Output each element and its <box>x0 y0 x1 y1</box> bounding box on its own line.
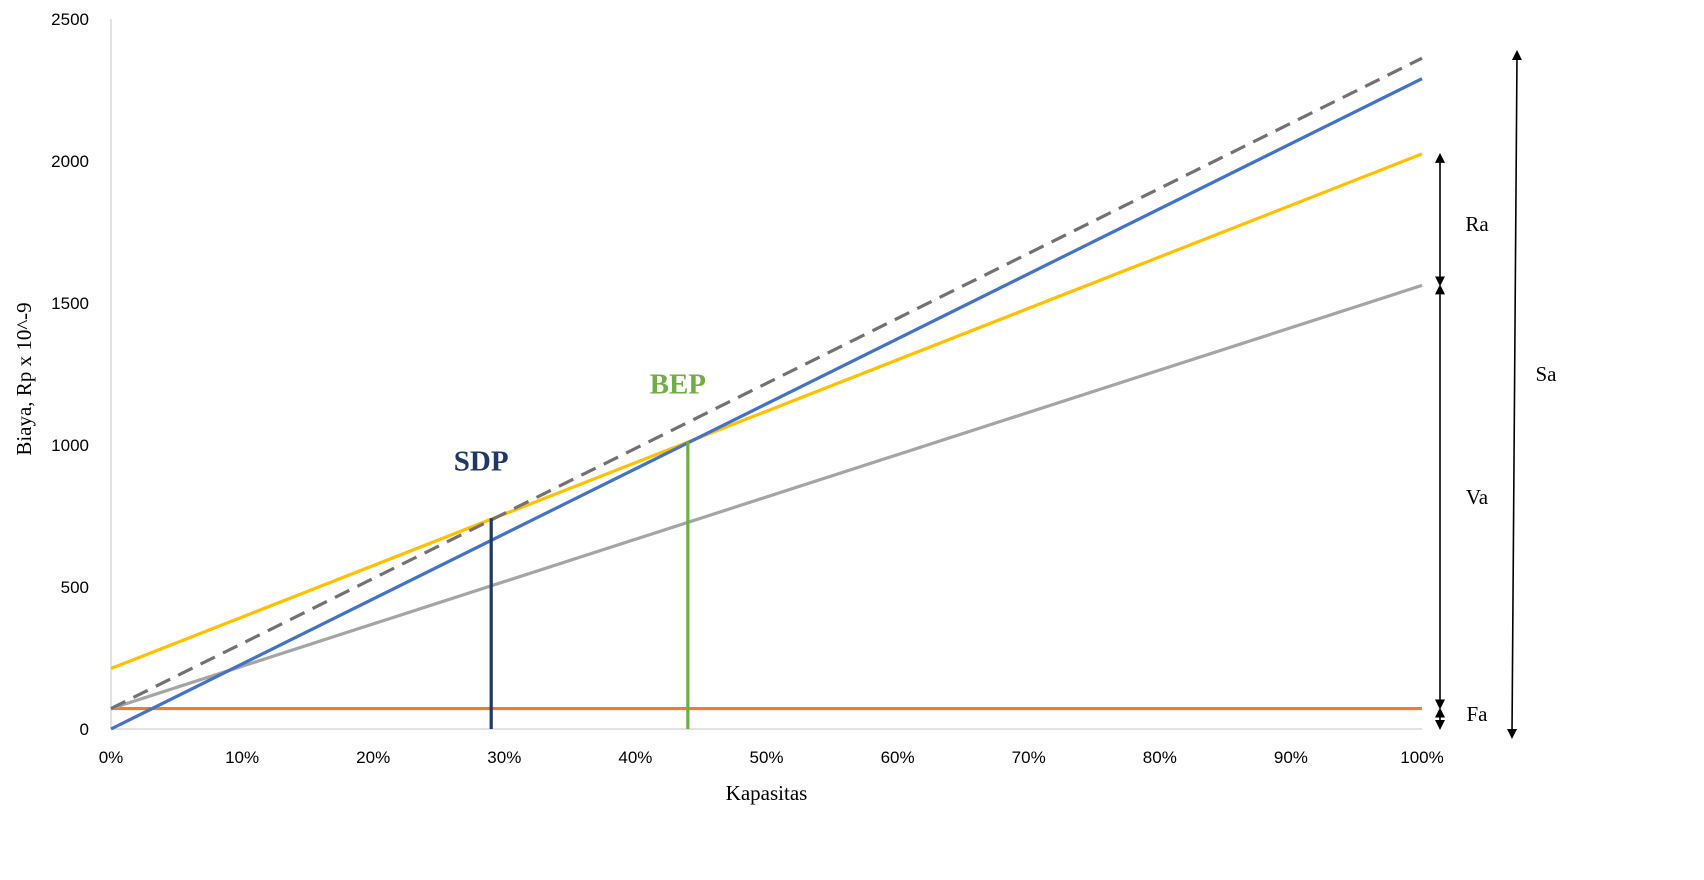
series-layer <box>110 56 1423 731</box>
x-tick-label: 50% <box>749 748 783 767</box>
fa-label: Fa <box>1467 702 1489 726</box>
y-tick-label: 2000 <box>51 152 89 171</box>
x-tick-label: 100% <box>1400 748 1443 767</box>
series-line-2 <box>110 283 1423 711</box>
series-line-3 <box>110 152 1423 670</box>
x-axis-ticks: 0% 10% 20% 30% 40% 50% 60% 70% 80% 90% 100% <box>99 748 1444 767</box>
x-tick-label: 0% <box>99 748 124 767</box>
y-axis-title: Biaya, Rp x 10^-9 <box>12 302 36 455</box>
x-tick-label: 80% <box>1143 748 1177 767</box>
x-axis-title: Kapasitas <box>726 781 808 805</box>
x-tick-label: 70% <box>1012 748 1046 767</box>
y-axis-ticks: 0 500 1000 1500 2000 2500 <box>51 10 89 739</box>
series-line-4 <box>110 77 1423 731</box>
bep-label: BEP <box>650 369 706 401</box>
y-tick-label: 500 <box>61 578 89 597</box>
sdp-label: SDP <box>454 445 509 477</box>
y-tick-label: 1000 <box>51 436 89 455</box>
sa-label: Sa <box>1536 362 1558 386</box>
x-tick-label: 20% <box>356 748 390 767</box>
sa-arrow <box>1507 50 1522 739</box>
annotation-layer: Ra Va Fa Sa <box>1435 50 1558 739</box>
series-line-5 <box>110 56 1423 710</box>
x-tick-label: 90% <box>1274 748 1308 767</box>
y-tick-label: 1500 <box>51 294 89 313</box>
x-tick-label: 10% <box>225 748 259 767</box>
va-label: Va <box>1466 485 1489 509</box>
y-tick-label: 0 <box>80 720 89 739</box>
x-tick-label: 30% <box>487 748 521 767</box>
ra-label: Ra <box>1465 212 1489 236</box>
x-tick-label: 60% <box>881 748 915 767</box>
marker-layer: SDP BEP <box>454 369 706 729</box>
x-tick-label: 40% <box>618 748 652 767</box>
y-tick-label: 2500 <box>51 10 89 29</box>
